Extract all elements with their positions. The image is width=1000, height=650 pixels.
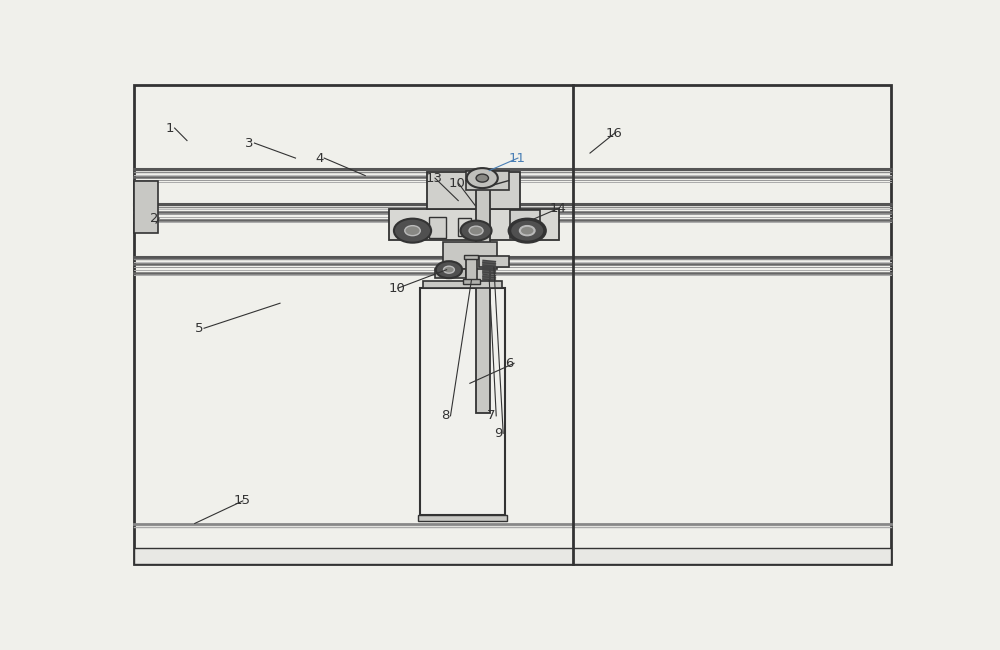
Text: 4: 4 — [315, 151, 323, 164]
Text: 15: 15 — [234, 495, 250, 508]
Text: 3: 3 — [245, 136, 254, 150]
Text: 6: 6 — [505, 357, 513, 370]
Bar — [423, 281, 502, 288]
Text: 11: 11 — [509, 151, 526, 164]
Circle shape — [510, 220, 544, 242]
Text: 10: 10 — [449, 177, 466, 190]
Text: 13: 13 — [426, 172, 443, 185]
Circle shape — [444, 266, 454, 273]
Bar — [134, 181, 158, 233]
Text: 9: 9 — [494, 427, 502, 440]
Bar — [429, 216, 446, 238]
Circle shape — [394, 218, 431, 242]
Circle shape — [509, 218, 546, 242]
Bar — [443, 242, 497, 269]
Circle shape — [467, 168, 498, 188]
Text: 8: 8 — [441, 410, 450, 422]
Bar — [463, 280, 480, 284]
Bar — [464, 255, 478, 259]
Bar — [420, 288, 505, 515]
Circle shape — [476, 174, 488, 182]
Bar — [388, 209, 559, 240]
Bar — [466, 171, 509, 190]
Text: 10: 10 — [388, 281, 405, 294]
Bar — [476, 172, 490, 413]
Circle shape — [519, 226, 535, 236]
Text: 1: 1 — [165, 122, 174, 135]
Bar — [134, 549, 891, 564]
Circle shape — [405, 226, 420, 236]
Text: 5: 5 — [195, 322, 203, 335]
Bar — [510, 210, 540, 238]
Circle shape — [520, 226, 534, 235]
Bar — [418, 515, 507, 521]
Circle shape — [461, 220, 492, 240]
Bar — [427, 172, 520, 209]
Bar — [479, 256, 509, 267]
Text: 2: 2 — [150, 212, 158, 225]
Text: 16: 16 — [606, 127, 622, 140]
Circle shape — [469, 226, 483, 235]
Bar — [458, 218, 471, 236]
Text: 7: 7 — [487, 410, 495, 422]
Circle shape — [436, 261, 462, 278]
Text: 14: 14 — [550, 202, 567, 214]
Bar — [466, 259, 477, 280]
Bar — [435, 269, 466, 278]
